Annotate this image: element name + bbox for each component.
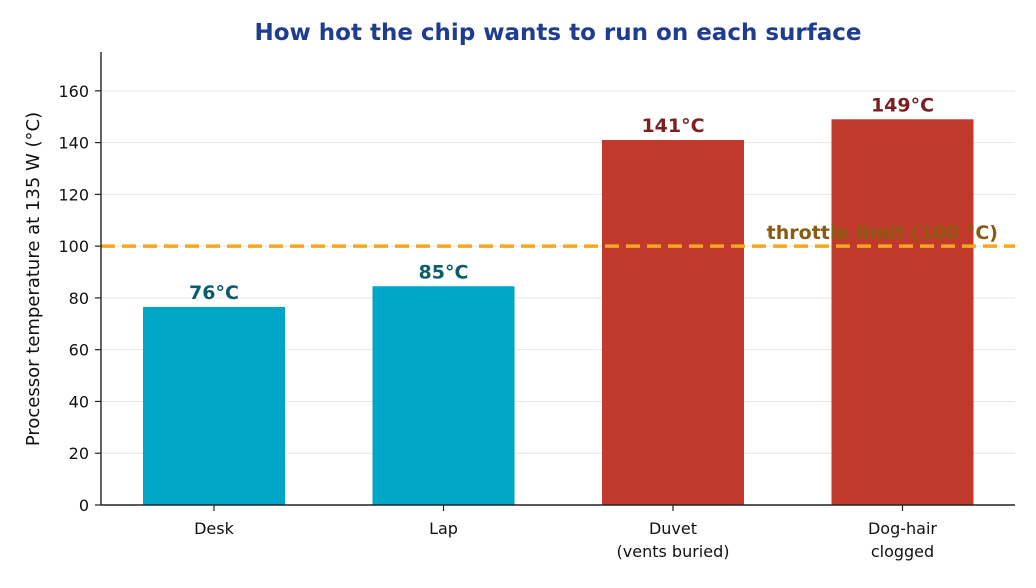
- x-tick-label: Duvet (vents buried): [617, 519, 730, 561]
- x-tick-label: Dog-hair clogged: [868, 519, 937, 561]
- chart-title: How hot the chip wants to run on each su…: [254, 20, 861, 46]
- y-tick-label: 120: [58, 185, 89, 204]
- y-tick-label: 160: [58, 82, 89, 101]
- y-tick-label: 140: [58, 134, 89, 153]
- bar-value-label: 149°C: [871, 94, 934, 116]
- reference-line-label: throttle limit (100 °C): [767, 222, 998, 244]
- bar-value-label: 85°C: [419, 261, 469, 283]
- y-tick-label: 80: [69, 289, 89, 308]
- y-tick-label: 0: [79, 496, 89, 515]
- bar-value-label: 76°C: [189, 282, 239, 304]
- x-tick-label: Desk: [194, 519, 235, 538]
- y-tick-label: 20: [69, 444, 89, 463]
- bar-value-label: 141°C: [641, 115, 704, 137]
- labels: 0 20 40 60 80 100 120 140 160 76°C Desk 85°C Lap 141°…: [58, 82, 998, 561]
- x-tick-label-line: Duvet: [649, 519, 697, 538]
- y-axis-label: Processor temperature at 135 W (°C): [23, 112, 44, 446]
- y-tick-label: 60: [69, 341, 89, 360]
- x-tick-label-line: (vents buried): [617, 542, 730, 561]
- bar: [602, 140, 744, 506]
- bar: [143, 306, 285, 505]
- x-tick-label: Lap: [429, 519, 458, 538]
- y-tick-label: 40: [69, 392, 89, 411]
- x-tick-label-line: Dog-hair: [868, 519, 937, 538]
- x-tick-label-line: clogged: [871, 542, 934, 561]
- bar: [372, 286, 515, 505]
- bar: [831, 119, 974, 505]
- y-tick-label: 100: [58, 237, 89, 256]
- bars: [143, 119, 974, 506]
- x-tick-label-line: Desk: [194, 519, 235, 538]
- x-tick-label-line: Lap: [429, 519, 458, 538]
- axes: [95, 52, 1015, 511]
